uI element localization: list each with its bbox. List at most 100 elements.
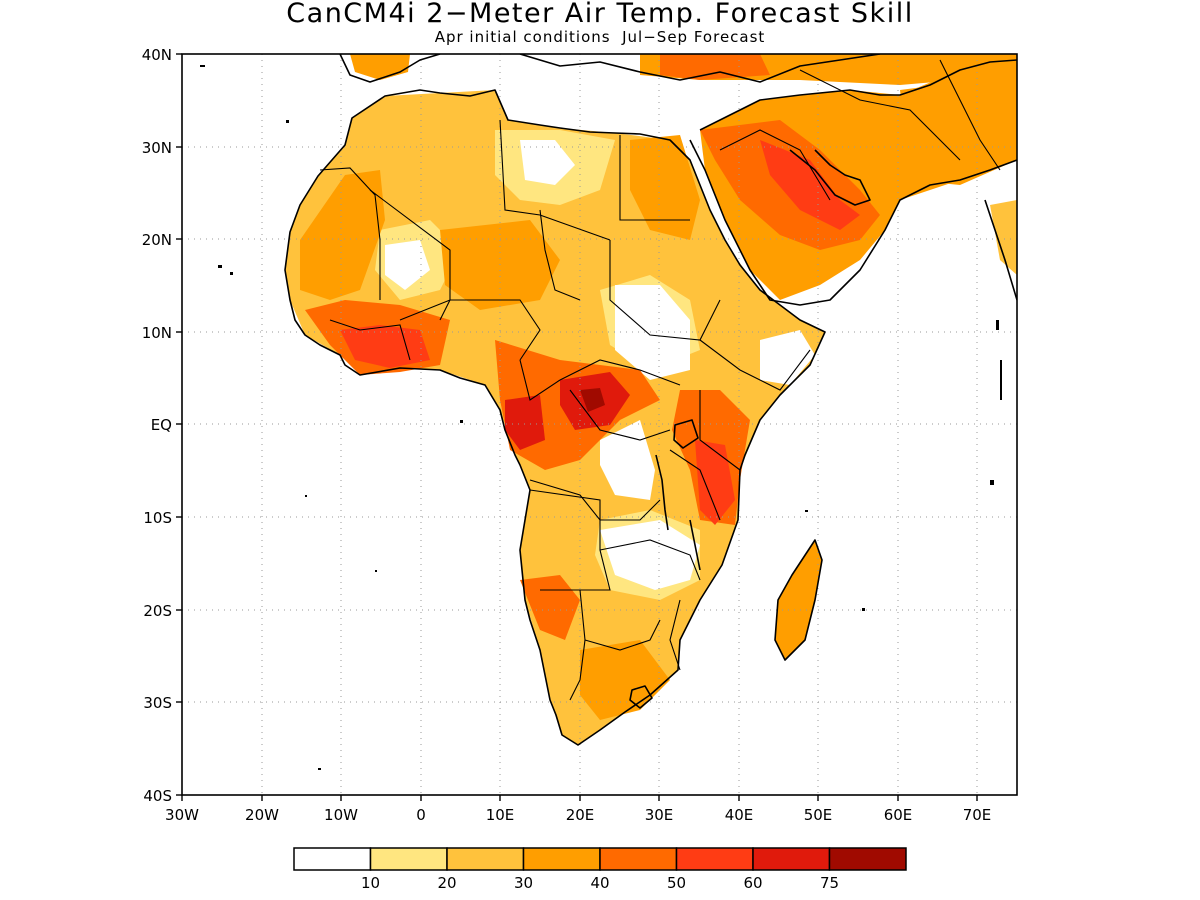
coastlines <box>284 54 1017 746</box>
colorbar-labels: 10 20 30 40 50 60 75 <box>361 874 839 892</box>
colorbar-label: 40 <box>590 874 609 892</box>
tick-marks <box>176 53 978 801</box>
southwest-red <box>520 575 580 640</box>
colorbar-label: 50 <box>667 874 686 892</box>
lon-label: 50E <box>804 806 833 824</box>
mauritius <box>862 608 865 611</box>
seychelles <box>805 510 808 512</box>
chagos <box>990 480 994 485</box>
guinea-core <box>340 325 430 368</box>
lon-label: 70E <box>963 806 992 824</box>
canary-islands-2 <box>230 272 233 275</box>
border-iran <box>799 69 961 161</box>
lon-label: 20E <box>566 806 595 824</box>
europe-south-coast <box>519 54 881 83</box>
persian-gulf-core <box>760 140 860 230</box>
sao-tome <box>460 420 463 423</box>
colorbar-swatch <box>522 847 601 871</box>
longitude-labels: 30W 20W 10W 0 10E 20E 30E 40E 50E 60E 70… <box>165 806 991 824</box>
border-mauritania <box>319 167 381 300</box>
lake-tanganyika <box>655 454 669 531</box>
border-pakistan <box>939 59 1001 171</box>
border-nigeria <box>399 299 541 361</box>
lon-label: 60E <box>884 806 913 824</box>
colorbar-swatch <box>599 847 678 871</box>
lat-label: 10S <box>143 509 172 527</box>
colorbar-label: 60 <box>743 874 762 892</box>
lon-label: 20W <box>245 806 279 824</box>
madagascar-skill <box>775 540 822 660</box>
lon-label: 40E <box>725 806 754 824</box>
west-africa-orange <box>300 170 385 300</box>
shaded-skill-field <box>285 54 1017 745</box>
lat-label: 40S <box>143 787 172 805</box>
azores <box>200 65 205 67</box>
border-libya-egypt <box>619 135 690 221</box>
sahara-white-patch <box>520 140 575 185</box>
darkest-core <box>580 388 605 412</box>
map-subtitle: Apr initial conditions Jul−Sep Forecast <box>434 28 766 46</box>
map-title: CanCM4i 2−Meter Air Temp. Forecast Skill <box>286 0 914 29</box>
border-zambia <box>599 539 701 581</box>
border-mozambique <box>669 599 681 671</box>
border-ethiopia <box>699 339 811 391</box>
border-tanzania <box>669 449 721 521</box>
lon-label: 30W <box>165 806 199 824</box>
lakshadweep <box>996 320 999 330</box>
mali-white-patch <box>385 240 430 290</box>
border-algeria-libya <box>499 119 611 241</box>
gabon-core <box>505 395 545 450</box>
border-drc-north <box>569 389 671 441</box>
lat-label: 30S <box>143 694 172 712</box>
islands <box>200 65 1002 770</box>
border-guinea-coast <box>329 319 411 361</box>
colorbar-swatch <box>828 847 907 871</box>
colorbar-swatch <box>446 847 525 871</box>
colorbar-label: 75 <box>820 874 839 892</box>
country-borders <box>319 59 1001 701</box>
lesotho <box>629 685 653 709</box>
border-kenya <box>699 390 741 471</box>
colorbar-swatch <box>752 847 831 871</box>
mediterranean-coast <box>339 54 441 83</box>
south-africa-red <box>580 640 670 720</box>
border-sudan <box>609 240 721 341</box>
middle-east-orange <box>900 75 1017 185</box>
colorbar-swatch <box>369 847 448 871</box>
border-angola <box>529 489 611 591</box>
red-sea-coast <box>689 139 1017 306</box>
colorbar-swatch <box>293 847 372 871</box>
border-mali-niger <box>369 189 451 321</box>
sudan-white-patch <box>615 285 690 380</box>
ascension <box>305 495 307 497</box>
latitude-labels: 40N 30N 20N 10N EQ 10S 20S 30S 40S <box>142 46 172 805</box>
persian-gulf-coast <box>789 149 871 206</box>
south-central-white-patch <box>600 520 700 590</box>
tristan <box>318 768 321 770</box>
colorbar <box>293 847 907 871</box>
madeira <box>286 120 289 123</box>
colorbar-label: 30 <box>514 874 533 892</box>
border-namibia <box>569 589 586 701</box>
africa-coastline <box>284 89 826 746</box>
lat-label: 30N <box>142 139 172 157</box>
iran-red <box>660 54 770 80</box>
lake-victoria <box>673 419 699 449</box>
border-chad <box>539 209 581 301</box>
egypt-orange <box>630 135 700 240</box>
maldives <box>1000 360 1002 400</box>
st-helena <box>375 570 377 572</box>
border-cameroon <box>519 359 561 401</box>
lat-label: EQ <box>151 416 172 434</box>
lat-label: 20S <box>143 602 172 620</box>
india-coast <box>984 199 1017 301</box>
madagascar-coastline <box>774 539 823 661</box>
arabia-north-coast <box>699 59 1017 131</box>
border-saudi <box>719 129 831 201</box>
colorbar-swatch <box>675 847 754 871</box>
lat-label: 10N <box>142 324 172 342</box>
border-car <box>559 359 681 386</box>
lon-label: 10E <box>486 806 515 824</box>
